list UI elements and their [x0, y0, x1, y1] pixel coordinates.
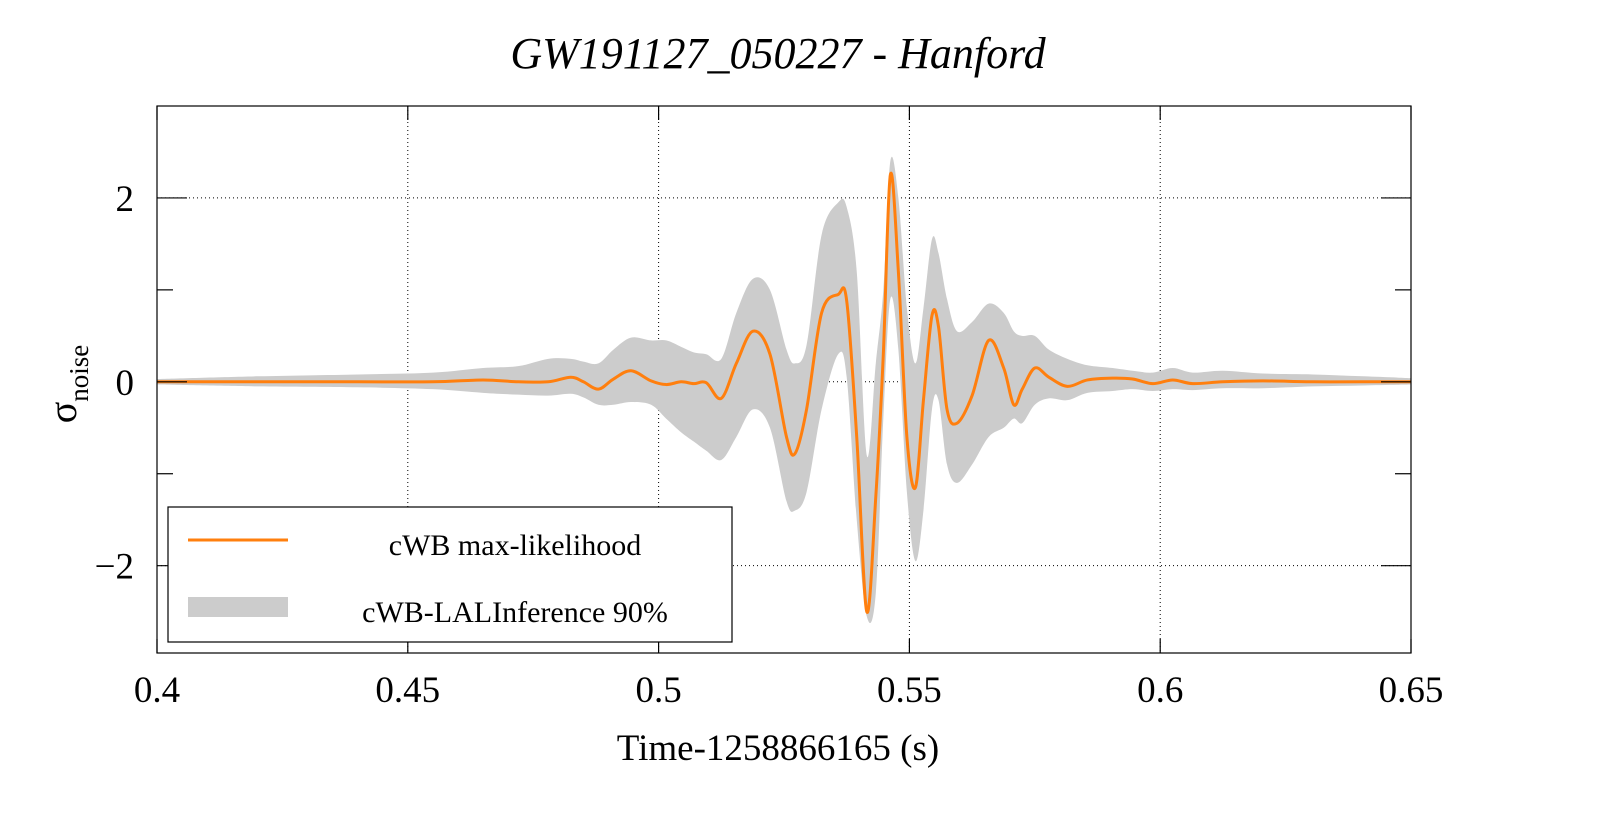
legend: cWB max-likelihood cWB-LALInference 90%	[167, 506, 733, 643]
legend-label-band: cWB-LALInference 90%	[362, 596, 668, 629]
y-tick-label: 2	[116, 179, 135, 220]
x-tick-label: 0.45	[375, 670, 440, 711]
x-tick-label: 0.4	[134, 670, 180, 711]
svg-text:σnoise: σnoise	[40, 345, 94, 424]
plot-frame	[156, 105, 1412, 654]
band-layer	[157, 156, 1411, 624]
legend-swatch-band	[188, 597, 288, 617]
confidence-band	[157, 156, 1411, 624]
x-axis-label: Time-1258866165 (s)	[617, 728, 939, 769]
max-likelihood-line	[157, 171, 1411, 614]
x-tick-label: 0.65	[1379, 670, 1444, 711]
x-tick-label: 0.5	[635, 670, 681, 711]
x-tick-label: 0.6	[1137, 670, 1183, 711]
y-axis-label: σnoise	[40, 345, 94, 424]
chart-title: GW191127_050227 - Hanford	[510, 29, 1046, 78]
x-tick-label: 0.55	[877, 670, 942, 711]
y-axis-label-sub: noise	[64, 345, 94, 402]
y-tick-label: −2	[95, 547, 134, 588]
y-tick-label: 0	[116, 363, 135, 404]
line-layer	[157, 171, 1411, 614]
legend-box	[167, 506, 733, 643]
legend-label-max-likelihood: cWB max-likelihood	[389, 529, 641, 562]
y-axis-label-main: σ	[40, 402, 85, 424]
axis-ticks: 0.4 0.45 0.5 0.55 0.6 0.65 −2 0 2	[95, 106, 1444, 711]
